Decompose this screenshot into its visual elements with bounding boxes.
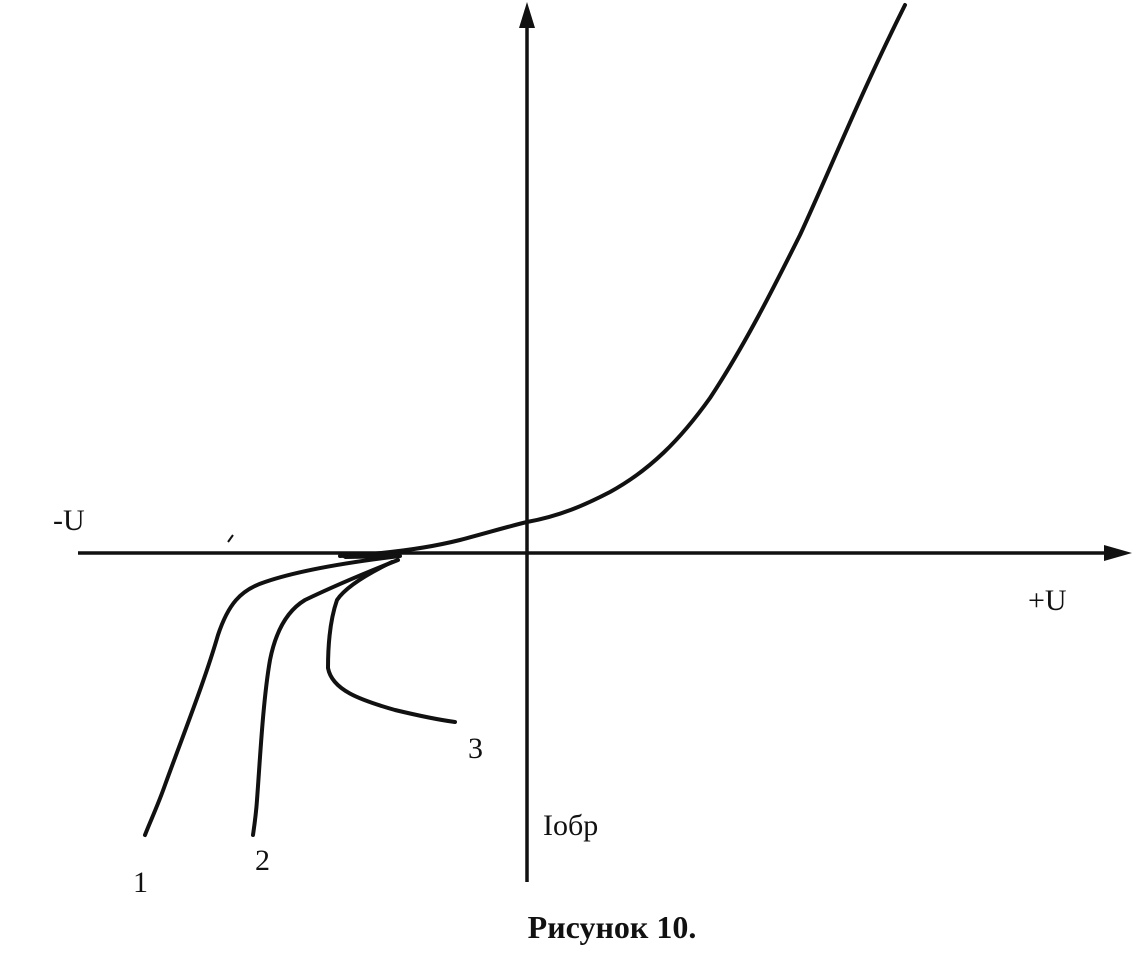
label-curve-2: 2 bbox=[255, 844, 270, 877]
crossing-blob bbox=[340, 552, 400, 559]
curve-2 bbox=[251, 558, 400, 837]
curve-1 bbox=[143, 554, 402, 837]
y-arrow bbox=[519, 2, 535, 28]
label-neg-u: -U bbox=[53, 504, 85, 537]
caption: Рисунок 10. bbox=[528, 909, 697, 945]
label-curve-1: 1 bbox=[133, 866, 148, 899]
forward-curve bbox=[338, 3, 907, 558]
label-pos-u: +U bbox=[1028, 584, 1067, 617]
curve-3 bbox=[326, 560, 457, 724]
label-curve-3: 3 bbox=[468, 732, 483, 765]
label-i-rev: Iобр bbox=[543, 809, 598, 842]
x-arrow bbox=[1104, 545, 1132, 561]
speck bbox=[227, 534, 234, 543]
